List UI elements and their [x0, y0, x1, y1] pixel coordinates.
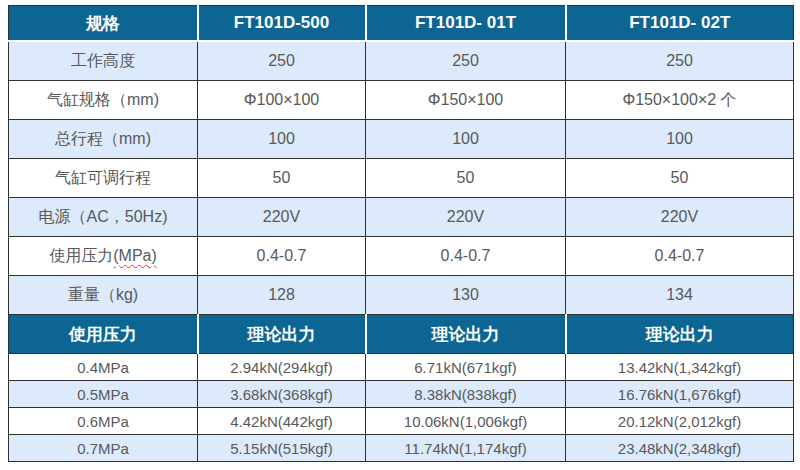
force-header-output-3: 理论出力	[566, 315, 794, 354]
page: 规格 FT101D-500 FT101D- 01T FT101D- 02T 工作…	[8, 5, 794, 462]
spec-cell: 100	[366, 120, 566, 159]
spec-row-label: 电源（AC，50Hz)	[9, 198, 198, 237]
spec-cell: 0.4-0.7	[366, 237, 566, 276]
force-cell: 23.48kN(2,348kgf)	[566, 435, 794, 462]
spec-row-power: 电源（AC，50Hz) 220V 220V 220V	[9, 198, 794, 237]
force-row-label: 0.4MPa	[9, 354, 198, 381]
force-cell: 6.71kN(671kgf)	[366, 354, 566, 381]
spec-row-label: 气缸可调行程	[9, 159, 198, 198]
spec-cell: 50	[366, 159, 566, 198]
spec-cell: 220V	[366, 198, 566, 237]
spec-cell: 50	[198, 159, 366, 198]
spec-cell: 134	[566, 276, 794, 315]
product-spec-table: 规格 FT101D-500 FT101D- 01T FT101D- 02T 工作…	[8, 5, 794, 462]
spec-row-label: 重量（kg)	[9, 276, 198, 315]
force-cell: 3.68kN(368kgf)	[198, 381, 366, 408]
force-row-label: 0.5MPa	[9, 381, 198, 408]
spec-header-label: 规格	[9, 6, 198, 42]
spec-cell: 0.4-0.7	[198, 237, 366, 276]
force-cell: 20.12kN(2,012kgf)	[566, 408, 794, 435]
force-cell: 4.42kN(442kgf)	[198, 408, 366, 435]
spec-row-label: 总行程（mm)	[9, 120, 198, 159]
force-row-07mpa: 0.7MPa 5.15kN(515kgf) 11.74kN(1,174kgf) …	[9, 435, 794, 462]
spec-row-label: 气缸规格（mm)	[9, 81, 198, 120]
spec-cell: 250	[198, 41, 366, 81]
spec-cell: 250	[366, 41, 566, 81]
spec-cell: 220V	[566, 198, 794, 237]
force-row-06mpa: 0.6MPa 4.42kN(442kgf) 10.06kN(1,006kgf) …	[9, 408, 794, 435]
force-cell: 5.15kN(515kgf)	[198, 435, 366, 462]
pressure-label-mpa-spellcheck: (MPa)	[113, 247, 157, 264]
spec-row-cylinder-spec: 气缸规格（mm) Φ100×100 Φ150×100 Φ150×100×2 个	[9, 81, 794, 120]
force-cell: 10.06kN(1,006kgf)	[366, 408, 566, 435]
force-header-row: 使用压力 理论出力 理论出力 理论出力	[9, 315, 794, 354]
spec-cell: 130	[366, 276, 566, 315]
force-cell: 13.42kN(1,342kgf)	[566, 354, 794, 381]
spec-row-label: 工作高度	[9, 41, 198, 81]
spec-cell: 100	[566, 120, 794, 159]
force-header-output-2: 理论出力	[366, 315, 566, 354]
spec-row-total-stroke: 总行程（mm) 100 100 100	[9, 120, 794, 159]
force-header-pressure: 使用压力	[9, 315, 198, 354]
force-row-label: 0.6MPa	[9, 408, 198, 435]
spec-cell: 100	[198, 120, 366, 159]
spec-cell: 0.4-0.7	[566, 237, 794, 276]
force-cell: 8.38kN(838kgf)	[366, 381, 566, 408]
spec-cell: Φ150×100	[366, 81, 566, 120]
spec-row-adjustable-stroke: 气缸可调行程 50 50 50	[9, 159, 794, 198]
spec-cell: 220V	[198, 198, 366, 237]
force-cell: 2.94kN(294kgf)	[198, 354, 366, 381]
model-header-ft101d-01t: FT101D- 01T	[366, 6, 566, 42]
model-header-ft101d-500: FT101D-500	[198, 6, 366, 42]
spec-header-row: 规格 FT101D-500 FT101D- 01T FT101D- 02T	[9, 6, 794, 42]
force-cell: 11.74kN(1,174kgf)	[366, 435, 566, 462]
spec-cell: 128	[198, 276, 366, 315]
spec-row-operating-pressure: 使用压力(MPa) 0.4-0.7 0.4-0.7 0.4-0.7	[9, 237, 794, 276]
spec-cell: 250	[566, 41, 794, 81]
spec-cell: Φ100×100	[198, 81, 366, 120]
force-row-label: 0.7MPa	[9, 435, 198, 462]
force-row-05mpa: 0.5MPa 3.68kN(368kgf) 8.38kN(838kgf) 16.…	[9, 381, 794, 408]
model-header-ft101d-02t: FT101D- 02T	[566, 6, 794, 42]
force-header-output-1: 理论出力	[198, 315, 366, 354]
force-row-04mpa: 0.4MPa 2.94kN(294kgf) 6.71kN(671kgf) 13.…	[9, 354, 794, 381]
spec-row-work-height: 工作高度 250 250 250	[9, 41, 794, 81]
spec-row-label: 使用压力(MPa)	[9, 237, 198, 276]
spec-cell: 50	[566, 159, 794, 198]
spec-cell: Φ150×100×2 个	[566, 81, 794, 120]
spec-row-weight: 重量（kg) 128 130 134	[9, 276, 794, 315]
pressure-label-text: 使用压力	[49, 247, 113, 264]
force-cell: 16.76kN(1,676kgf)	[566, 381, 794, 408]
